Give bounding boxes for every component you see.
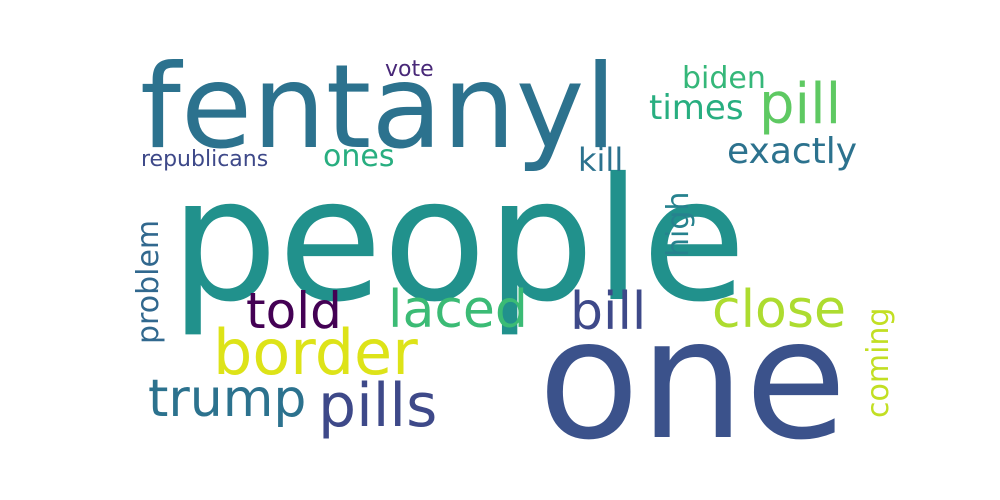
word-coming: coming <box>861 307 896 418</box>
word-one: one <box>538 284 847 477</box>
word-laced: laced <box>388 280 528 340</box>
word-kill: kill <box>578 141 624 179</box>
word-ones: ones <box>323 139 395 174</box>
word-vote: vote <box>385 57 434 82</box>
word-high: high <box>661 191 696 257</box>
word-problem: problem <box>131 219 166 344</box>
word-biden: biden <box>682 61 766 96</box>
word-pills: pills <box>318 371 438 441</box>
word-people: people <box>170 142 747 340</box>
word-exactly: exactly <box>727 131 858 172</box>
word-border: border <box>213 316 418 389</box>
word-trump: trump <box>148 369 307 429</box>
word-republicans: republicans <box>141 147 269 172</box>
word-close: close <box>712 280 846 340</box>
word-fentanyl: fentanyl <box>140 40 617 175</box>
word-bill: bill <box>570 282 647 342</box>
word-told: told <box>246 282 342 340</box>
word-times: times <box>649 88 744 128</box>
word-pill: pill <box>759 72 842 137</box>
